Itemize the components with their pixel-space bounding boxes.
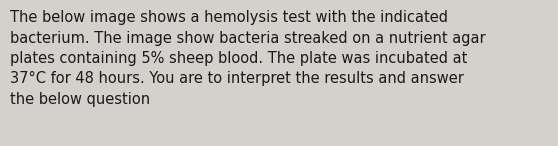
Text: The below image shows a hemolysis test with the indicated
bacterium. The image s: The below image shows a hemolysis test w…: [10, 10, 485, 107]
